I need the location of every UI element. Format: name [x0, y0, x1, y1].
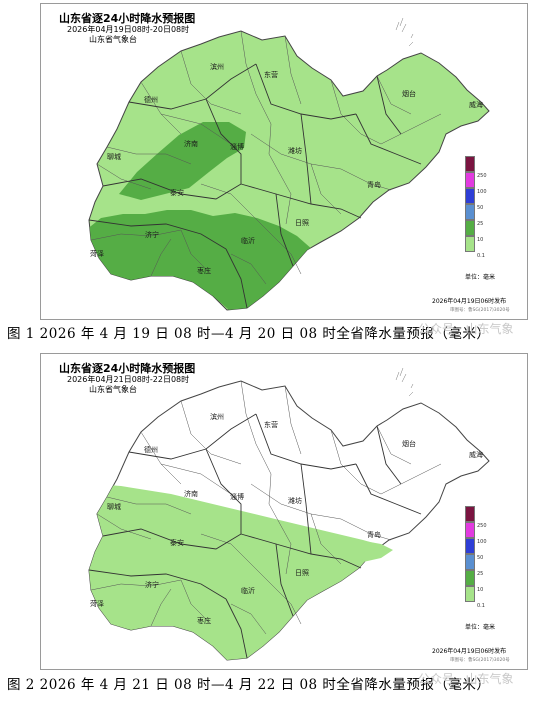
city-label: 枣庄 [197, 267, 211, 275]
city-label: 烟台 [402, 90, 416, 98]
legend-label: 25 [477, 571, 484, 577]
moderate-rain-zone-north [119, 122, 246, 200]
city-label: 菏泽 [90, 250, 104, 258]
legend-swatch [465, 188, 475, 204]
legend-label: 10 [477, 237, 484, 243]
city-label: 青岛 [367, 531, 381, 539]
legend-label: 0.1 [477, 603, 485, 609]
legend-label: 250 [477, 523, 487, 529]
rainfall-map-2 [88, 367, 490, 661]
legend-label: 50 [477, 555, 484, 561]
legend-label: 0.1 [477, 253, 485, 259]
map-period: 2026年04月21日08时-22日08时 [67, 375, 190, 384]
city-label: 滨州 [210, 413, 224, 421]
watermark-text: 公众号 · 山东气象 [418, 672, 514, 686]
prefecture-boundaries [88, 413, 422, 659]
city-label: 泰安 [170, 539, 184, 547]
legend-label: 100 [477, 539, 487, 545]
county-boundaries [90, 30, 442, 285]
legend-label: 25 [477, 221, 484, 227]
light-rain-zone [89, 482, 391, 660]
forecast-map-panel-2: 山东省逐24小时降水预报图 2026年04月21日08时-22日08时 山东省气… [40, 353, 528, 670]
islands [395, 17, 414, 47]
city-label: 潍坊 [288, 497, 302, 505]
city-label: 枣庄 [197, 617, 211, 625]
legend-unit: 单位：毫米 [465, 274, 496, 281]
legend-label: 50 [477, 205, 484, 211]
city-label: 菏泽 [90, 600, 104, 608]
city-label: 济南 [184, 140, 198, 148]
city-label: 聊城 [107, 503, 121, 511]
city-label: 威海 [469, 451, 483, 459]
precip-legend: 250 100 50 25 10 0.1 单位：毫米 [465, 154, 505, 281]
legend-label: 250 [477, 173, 487, 179]
city-label: 淄博 [230, 143, 244, 151]
city-label: 济宁 [145, 231, 159, 239]
legend-swatch [465, 204, 475, 220]
legend-swatch [465, 172, 475, 188]
legend-label: 10 [477, 587, 484, 593]
map-approval-number: 审图号：鲁SG(2017)3020号 [450, 308, 510, 313]
legend-swatch [465, 538, 475, 554]
map-period: 2026年04月19日08时-20日08时 [67, 25, 190, 34]
legend-swatch [465, 586, 475, 602]
city-label: 东营 [264, 421, 278, 429]
issue-time: 2026年04月19日06时发布 [432, 648, 507, 655]
city-label: 威海 [469, 101, 483, 109]
figure-caption-1: 图 1 2026 年 4 月 19 日 08 时—4 月 20 日 08 时全省… [7, 326, 491, 342]
light-rain-edge [359, 540, 393, 562]
islands [395, 367, 414, 397]
forecast-map-panel-1: 山东省逐24小时降水预报图 2026年04月19日08时-20日08时 山东省气… [40, 3, 528, 320]
city-label: 临沂 [241, 587, 255, 595]
city-label: 济南 [184, 490, 198, 498]
issue-time: 2026年04月19日06时发布 [432, 298, 507, 305]
city-label: 日照 [295, 569, 309, 577]
city-label: 青岛 [367, 181, 381, 189]
figure-caption-2: 图 2 2026 年 4 月 21 日 08 时—4 月 22 日 08 时全省… [7, 677, 491, 693]
city-label: 德州 [144, 96, 158, 104]
city-label: 淄博 [230, 493, 244, 501]
legend-swatch [465, 506, 475, 522]
city-label: 聊城 [107, 153, 121, 161]
legend-label: 100 [477, 189, 487, 195]
city-label: 东营 [264, 71, 278, 79]
legend-swatch [465, 554, 475, 570]
precip-legend: 250 100 50 25 10 0.1 单位：毫米 [465, 504, 505, 631]
city-label: 滨州 [210, 63, 224, 71]
city-label: 烟台 [402, 440, 416, 448]
city-label: 泰安 [170, 189, 184, 197]
legend-swatch [465, 236, 475, 252]
legend-swatch [465, 220, 475, 236]
map-approval-number: 审图号：鲁SG(2017)3020号 [450, 658, 510, 663]
legend-swatch [465, 522, 475, 538]
legend-swatch [465, 570, 475, 586]
map-issuer: 山东省气象台 [89, 35, 137, 44]
map-title: 山东省逐24小时降水预报图 [59, 12, 196, 25]
map-title: 山东省逐24小时降水预报图 [59, 362, 196, 375]
county-boundaries [90, 380, 442, 635]
prefecture-boundaries [88, 63, 422, 309]
city-label: 潍坊 [288, 147, 302, 155]
city-label: 济宁 [145, 581, 159, 589]
rainfall-map-1 [88, 17, 490, 311]
legend-unit: 单位：毫米 [465, 624, 496, 631]
map-issuer: 山东省气象台 [89, 385, 137, 394]
watermark-text: 公众号 · 山东气象 [418, 322, 514, 336]
city-label: 日照 [295, 219, 309, 227]
city-label: 德州 [144, 446, 158, 454]
legend-swatch [465, 156, 475, 172]
city-label: 临沂 [241, 237, 255, 245]
